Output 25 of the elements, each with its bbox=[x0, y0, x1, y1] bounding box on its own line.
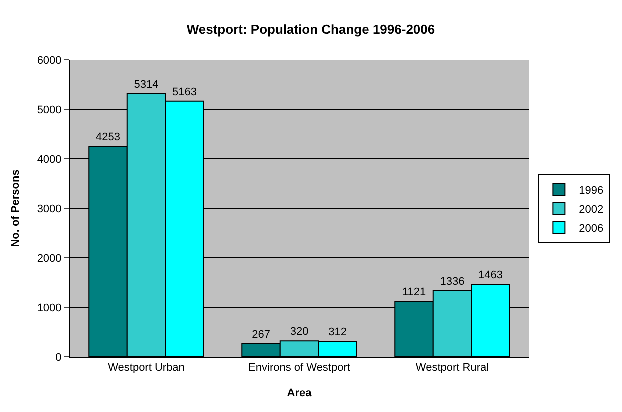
y-axis-title: No. of Persons bbox=[10, 170, 22, 248]
data-label: 1463 bbox=[478, 270, 503, 282]
x-tick-label: Environs of Westport bbox=[248, 362, 350, 374]
chart-title: Westport: Population Change 1996-2006 bbox=[186, 22, 436, 37]
data-label: 1336 bbox=[440, 276, 465, 288]
y-tick-label: 6000 bbox=[37, 54, 62, 67]
y-tick-label: 1000 bbox=[37, 302, 62, 314]
x-tick-label: Westport Rural bbox=[416, 362, 490, 374]
x-tick-label: Westport Urban bbox=[108, 362, 185, 374]
y-tick-label: 4000 bbox=[37, 154, 62, 166]
data-label: 5163 bbox=[172, 86, 197, 98]
x-axis-title: Area bbox=[287, 387, 313, 400]
data-label: 5314 bbox=[134, 78, 159, 91]
legend-label: 1996 bbox=[579, 184, 604, 197]
data-label: 312 bbox=[328, 326, 347, 339]
y-tick-label: 3000 bbox=[37, 203, 62, 216]
y-tick-label: 0 bbox=[56, 352, 62, 364]
legend-label: 2006 bbox=[579, 222, 604, 235]
data-label: 4253 bbox=[96, 131, 120, 144]
y-tick-label: 5000 bbox=[37, 104, 62, 116]
data-label: 1121 bbox=[402, 286, 426, 299]
y-tick-label: 2000 bbox=[37, 252, 62, 265]
legend-label: 2002 bbox=[579, 204, 604, 216]
data-label: 320 bbox=[290, 326, 309, 338]
data-label: 267 bbox=[252, 328, 270, 341]
